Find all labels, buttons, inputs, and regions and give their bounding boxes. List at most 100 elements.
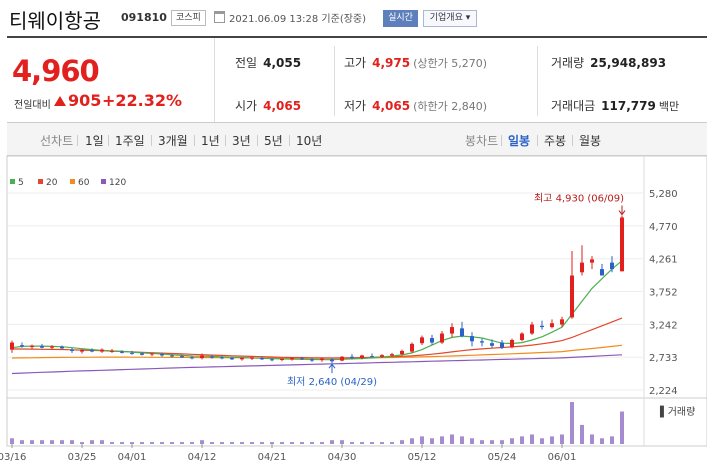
volume-bar bbox=[360, 442, 364, 444]
realtime-button[interactable]: 실시간 bbox=[383, 10, 418, 27]
candle-body bbox=[20, 345, 24, 347]
candle bbox=[590, 256, 594, 270]
low-price: 저가 4,065 (하한가 2,840) bbox=[344, 97, 487, 114]
candle-body bbox=[530, 324, 534, 334]
lower-limit: (하한가 2,840) bbox=[413, 100, 487, 113]
divider bbox=[501, 135, 502, 146]
candle-body bbox=[270, 359, 274, 361]
candle bbox=[180, 354, 184, 359]
candle bbox=[490, 339, 494, 348]
period-3m[interactable]: 3개월 bbox=[158, 134, 188, 148]
candle-body bbox=[580, 262, 584, 273]
volume-bar bbox=[160, 442, 164, 444]
candle-body bbox=[520, 333, 524, 340]
candle bbox=[340, 356, 344, 362]
candle-body bbox=[380, 355, 384, 357]
amount-unit: 백만 bbox=[658, 100, 680, 113]
chevron-down-icon: ▾ bbox=[462, 13, 471, 23]
volume-bar bbox=[70, 440, 74, 444]
candle bbox=[130, 350, 134, 355]
legend-ma20: 20 bbox=[38, 178, 57, 188]
divider bbox=[77, 135, 78, 146]
candle bbox=[120, 350, 124, 354]
candle bbox=[300, 356, 304, 360]
candle-body bbox=[240, 358, 244, 360]
period-1y[interactable]: 1년 bbox=[201, 134, 220, 148]
candle-body bbox=[190, 357, 194, 359]
candle-body bbox=[610, 262, 614, 270]
candle bbox=[70, 347, 74, 353]
candle bbox=[310, 358, 314, 362]
divider bbox=[108, 135, 109, 146]
quote-panel: 4,960 전일대비 905 +22.32% 전일 4,055 시가 4,065 고… bbox=[7, 36, 707, 123]
x-tick-label: 04/12 bbox=[188, 452, 217, 463]
candle-body bbox=[130, 352, 134, 354]
volume-bar bbox=[210, 442, 214, 444]
period-10y[interactable]: 10년 bbox=[296, 134, 323, 148]
volume-bar bbox=[260, 442, 264, 444]
volume-bar bbox=[380, 442, 384, 444]
candle-weekly-tab[interactable]: 주봉 bbox=[544, 134, 567, 148]
candle-body bbox=[550, 323, 554, 328]
candle bbox=[90, 348, 94, 353]
candle-body bbox=[470, 336, 474, 342]
period-1d[interactable]: 1일 bbox=[85, 134, 104, 148]
candle bbox=[620, 215, 624, 272]
volume-bar bbox=[300, 442, 304, 444]
x-tick-label: 03/25 bbox=[68, 452, 97, 463]
candle-body bbox=[50, 346, 54, 348]
volume-bar bbox=[520, 436, 524, 444]
candle-body bbox=[390, 354, 394, 356]
volume-bar bbox=[540, 438, 544, 444]
volume-bar bbox=[460, 436, 464, 444]
volume-bar bbox=[620, 411, 624, 444]
period-5y[interactable]: 5년 bbox=[264, 134, 283, 148]
candle bbox=[390, 352, 394, 357]
candle bbox=[280, 358, 284, 362]
candle bbox=[520, 332, 524, 342]
candle-monthly-tab[interactable]: 월봉 bbox=[579, 134, 602, 148]
volume-bar bbox=[180, 442, 184, 444]
stock-header: 티웨이항공 091810 코스피 2021.06.09 13:28 기준(장중)… bbox=[0, 0, 707, 36]
candle-body bbox=[210, 356, 214, 358]
candle bbox=[370, 353, 374, 358]
volume-bar bbox=[150, 442, 154, 444]
prev-close: 전일 4,055 bbox=[235, 54, 301, 71]
ma60-line bbox=[11, 344, 623, 359]
volume-bar bbox=[310, 442, 314, 444]
candle-body bbox=[340, 356, 344, 361]
trade-amount: 거래대금 117,779 백만 bbox=[551, 97, 679, 114]
candle bbox=[480, 338, 484, 347]
candle-body bbox=[300, 358, 304, 360]
divider bbox=[289, 135, 290, 146]
change-value: 905 bbox=[68, 91, 102, 110]
candle bbox=[200, 353, 204, 360]
volume-bar bbox=[110, 442, 114, 444]
candle-body bbox=[40, 346, 44, 348]
period-3y[interactable]: 3년 bbox=[232, 134, 251, 148]
change-label: 전일대비 bbox=[14, 100, 51, 111]
period-1w[interactable]: 1주일 bbox=[115, 134, 145, 148]
x-tick-label: 05/12 bbox=[408, 452, 437, 463]
candle bbox=[430, 334, 434, 346]
volume-bar bbox=[10, 438, 14, 444]
y-tick-label: 2,224 bbox=[649, 386, 678, 397]
volume-bar bbox=[370, 442, 374, 444]
volume-bar bbox=[170, 442, 174, 444]
candle-daily-tab[interactable]: 일봉 bbox=[508, 134, 531, 148]
candle-body bbox=[180, 356, 184, 358]
company-info-dropdown[interactable]: 기업개요 ▾ bbox=[423, 10, 477, 27]
candle bbox=[260, 356, 264, 360]
up-triangle-icon bbox=[54, 96, 66, 106]
volume-bar bbox=[100, 440, 104, 444]
volume-bar bbox=[120, 442, 124, 444]
amount-value: 117,779 bbox=[601, 99, 656, 113]
divider bbox=[572, 135, 573, 146]
candle bbox=[580, 245, 584, 276]
volume: 거래량 25,948,893 bbox=[551, 54, 666, 71]
volume-bar bbox=[190, 442, 194, 444]
candle bbox=[440, 330, 444, 344]
candle-body bbox=[220, 357, 224, 359]
candle-body bbox=[200, 355, 204, 359]
